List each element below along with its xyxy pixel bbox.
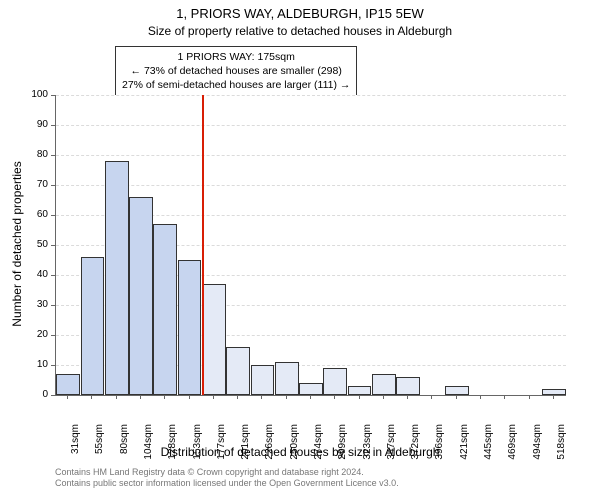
ytick-mark: [51, 275, 55, 276]
annotation-line-1: 1 PRIORS WAY: 175sqm: [122, 50, 350, 64]
xtick-mark: [140, 395, 141, 399]
ytick-label: 60: [0, 209, 48, 220]
ytick-mark: [51, 245, 55, 246]
ytick-label: 20: [0, 329, 48, 340]
bar: [129, 197, 153, 395]
ytick-mark: [51, 125, 55, 126]
footer-line-2: Contains public sector information licen…: [55, 478, 399, 489]
xtick-label: 55sqm: [94, 424, 105, 466]
xtick-label: 250sqm: [289, 424, 300, 466]
chart-title: 1, PRIORS WAY, ALDEBURGH, IP15 5EW: [0, 6, 600, 21]
xtick-label: 31sqm: [70, 424, 81, 466]
ytick-label: 10: [0, 359, 48, 370]
ytick-label: 70: [0, 179, 48, 190]
xtick-mark: [529, 395, 530, 399]
ytick-mark: [51, 215, 55, 216]
xtick-mark: [261, 395, 262, 399]
bar: [56, 374, 80, 395]
xtick-label: 421sqm: [459, 424, 470, 466]
marker-line: [202, 95, 204, 395]
annotation-line-2: ← 73% of detached houses are smaller (29…: [122, 64, 350, 78]
xtick-mark: [553, 395, 554, 399]
xtick-mark: [407, 395, 408, 399]
bar: [372, 374, 396, 395]
xtick-mark: [91, 395, 92, 399]
ytick-mark: [51, 155, 55, 156]
xtick-label: 128sqm: [167, 424, 178, 466]
xtick-label: 323sqm: [362, 424, 373, 466]
xtick-mark: [67, 395, 68, 399]
ytick-mark: [51, 305, 55, 306]
ytick-mark: [51, 185, 55, 186]
xtick-mark: [116, 395, 117, 399]
xtick-mark: [237, 395, 238, 399]
annotation-line-3: 27% of semi-detached houses are larger (…: [122, 78, 350, 92]
xtick-label: 445sqm: [483, 424, 494, 466]
xtick-label: 518sqm: [556, 424, 567, 466]
xtick-mark: [286, 395, 287, 399]
gridline: [56, 95, 566, 97]
ytick-mark: [51, 395, 55, 396]
xtick-mark: [431, 395, 432, 399]
xtick-label: 201sqm: [240, 424, 251, 466]
bar: [153, 224, 177, 395]
xtick-label: 177sqm: [216, 424, 227, 466]
footer-line-1: Contains HM Land Registry data © Crown c…: [55, 467, 399, 478]
ytick-label: 50: [0, 239, 48, 250]
xtick-label: 80sqm: [119, 424, 130, 466]
annotation-box: 1 PRIORS WAY: 175sqm ← 73% of detached h…: [115, 46, 357, 97]
xtick-mark: [310, 395, 311, 399]
xtick-label: 299sqm: [337, 424, 348, 466]
ytick-mark: [51, 365, 55, 366]
bar: [105, 161, 129, 395]
plot-area: [55, 95, 566, 396]
xtick-label: 347sqm: [386, 424, 397, 466]
gridline: [56, 185, 566, 187]
chart-subtitle: Size of property relative to detached ho…: [0, 24, 600, 38]
xtick-mark: [456, 395, 457, 399]
ytick-label: 80: [0, 149, 48, 160]
xtick-mark: [213, 395, 214, 399]
bar: [202, 284, 226, 395]
xtick-label: 494sqm: [532, 424, 543, 466]
xtick-label: 372sqm: [410, 424, 421, 466]
ytick-label: 90: [0, 119, 48, 130]
ytick-label: 40: [0, 269, 48, 280]
xtick-mark: [334, 395, 335, 399]
xtick-mark: [480, 395, 481, 399]
bar: [299, 383, 323, 395]
bar: [251, 365, 275, 395]
xtick-label: 104sqm: [143, 424, 154, 466]
bar: [226, 347, 250, 395]
xtick-mark: [383, 395, 384, 399]
xtick-mark: [189, 395, 190, 399]
ytick-label: 30: [0, 299, 48, 310]
xtick-mark: [504, 395, 505, 399]
xtick-label: 153sqm: [192, 424, 203, 466]
xtick-label: 396sqm: [434, 424, 445, 466]
gridline: [56, 155, 566, 157]
xtick-label: 226sqm: [264, 424, 275, 466]
bar: [323, 368, 347, 395]
bar: [178, 260, 202, 395]
xtick-label: 469sqm: [507, 424, 518, 466]
bar: [445, 386, 469, 395]
xtick-label: 274sqm: [313, 424, 324, 466]
bar: [348, 386, 372, 395]
gridline: [56, 125, 566, 127]
bar: [275, 362, 299, 395]
ytick-mark: [51, 95, 55, 96]
ytick-label: 100: [0, 89, 48, 100]
chart-container: 1, PRIORS WAY, ALDEBURGH, IP15 5EW Size …: [0, 0, 600, 500]
ytick-mark: [51, 335, 55, 336]
xtick-mark: [164, 395, 165, 399]
chart-footer: Contains HM Land Registry data © Crown c…: [55, 467, 399, 490]
bar: [396, 377, 420, 395]
ytick-label: 0: [0, 389, 48, 400]
bar: [81, 257, 105, 395]
xtick-mark: [359, 395, 360, 399]
bar: [542, 389, 566, 395]
